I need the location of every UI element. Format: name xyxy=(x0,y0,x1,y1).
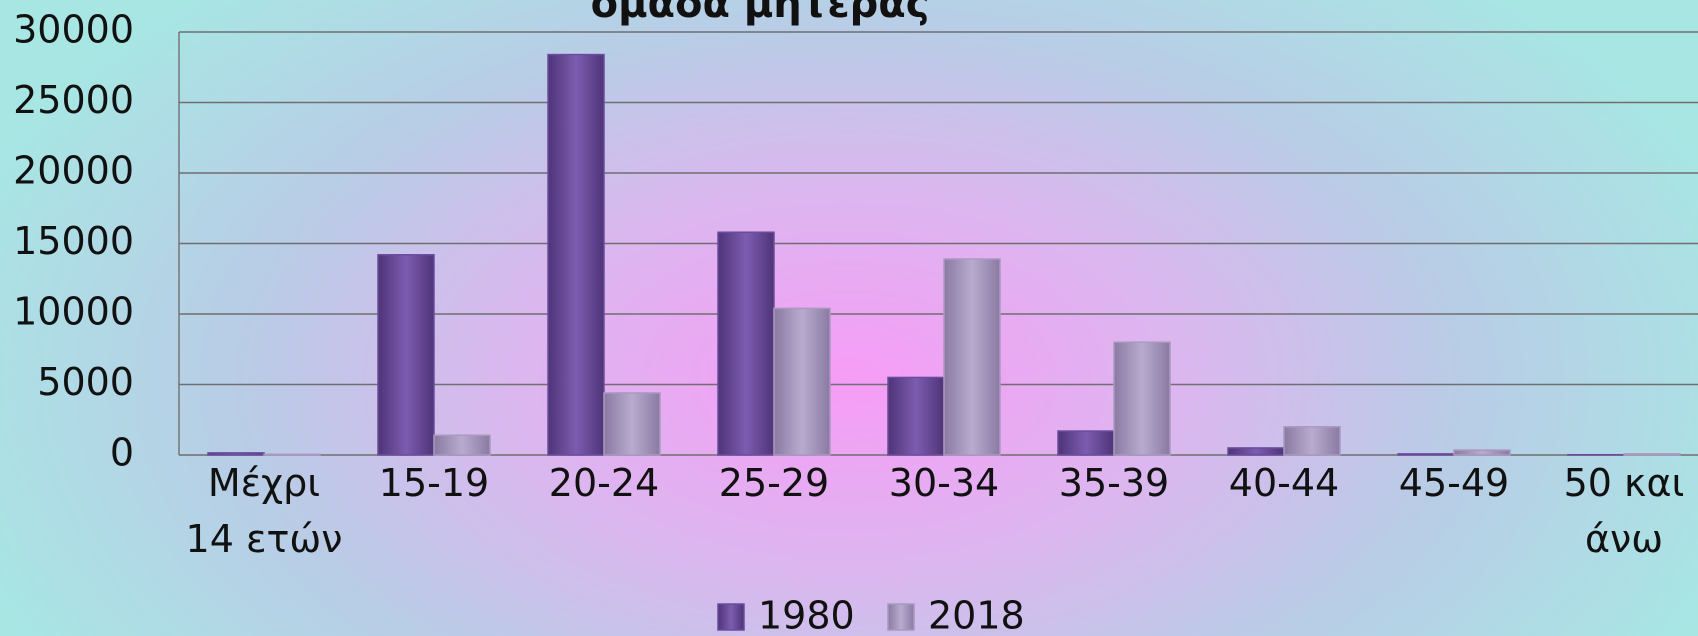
x-tick-label: 20-24 xyxy=(548,461,660,505)
chart-title: ομάδα μητέρας xyxy=(591,0,930,27)
y-tick-label: 25000 xyxy=(13,78,134,122)
y-tick-label: 5000 xyxy=(37,360,134,404)
bar xyxy=(263,453,321,456)
bar xyxy=(1623,453,1681,456)
legend-label: 1980 xyxy=(758,594,855,636)
bar xyxy=(1113,341,1171,456)
bar xyxy=(887,376,945,456)
y-tick-label: 30000 xyxy=(13,8,134,52)
x-tick-label: 40-44 xyxy=(1228,461,1340,505)
bar xyxy=(943,258,1001,456)
bar xyxy=(1227,447,1285,456)
bar xyxy=(1453,449,1511,456)
y-tick-label: 15000 xyxy=(13,219,134,263)
legend-swatch xyxy=(717,603,745,631)
y-tick-label: 0 xyxy=(110,431,134,475)
x-tick-label: 45-49 xyxy=(1398,461,1510,505)
bar xyxy=(433,434,491,456)
bar xyxy=(377,254,435,456)
x-tick-label: 30-34 xyxy=(888,461,1000,505)
x-tick-label: 50 και άνω xyxy=(1563,461,1685,561)
bar xyxy=(1283,426,1341,456)
x-tick-label: 35-39 xyxy=(1058,461,1170,505)
x-tick-label: 25-29 xyxy=(718,461,830,505)
bar xyxy=(547,53,605,456)
bar xyxy=(717,231,775,456)
bar xyxy=(1057,430,1115,456)
x-tick-label: Μέχρι 14 ετών xyxy=(185,461,343,561)
x-tick-label: 15-19 xyxy=(378,461,490,505)
legend-swatch xyxy=(887,603,915,631)
bar xyxy=(603,392,661,456)
bar xyxy=(773,307,831,456)
y-tick-label: 10000 xyxy=(13,290,134,334)
y-tick-label: 20000 xyxy=(13,149,134,193)
legend-label: 2018 xyxy=(928,594,1025,636)
